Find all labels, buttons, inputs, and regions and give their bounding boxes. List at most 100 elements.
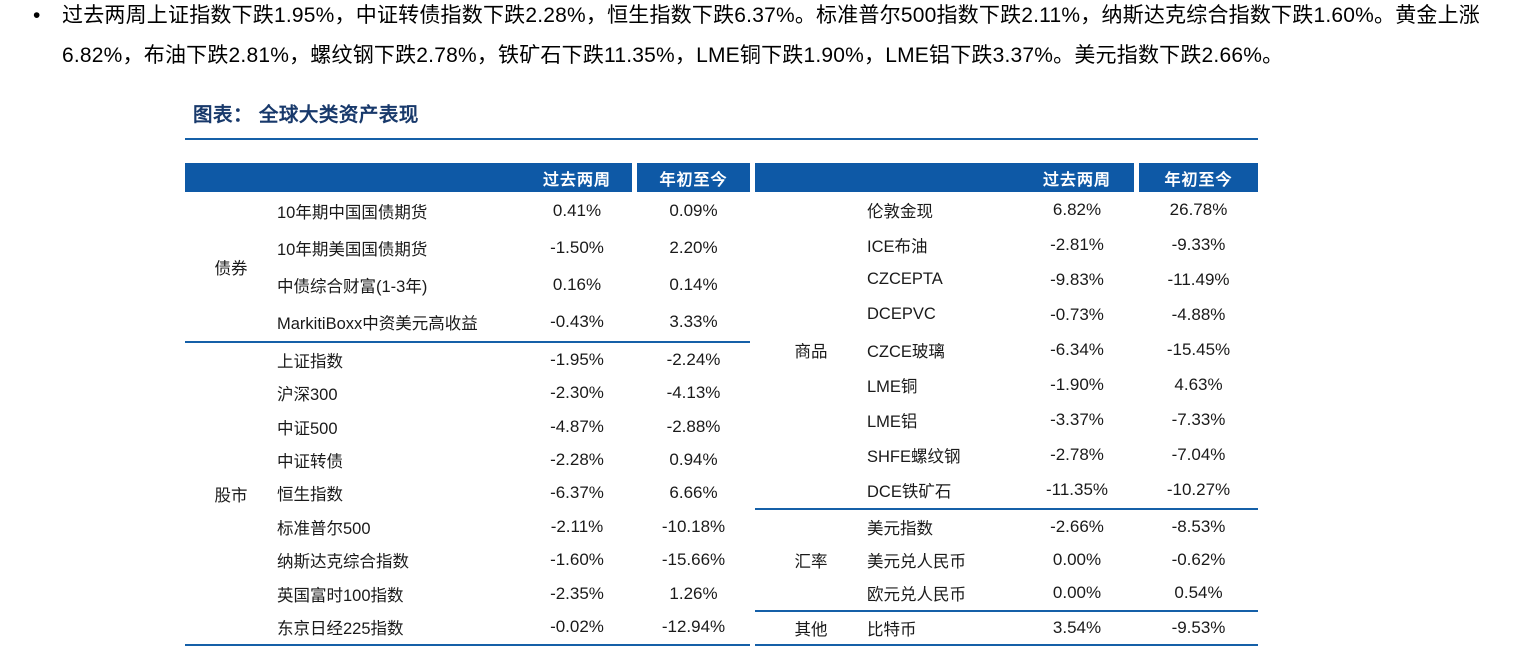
asset-name: 中证转债 [277,453,343,472]
ytd-value: -15.45% [1166,339,1231,359]
header-col-ytd: 年初至今 [637,163,750,192]
ytd-value: 0.14% [669,275,718,295]
rows-container: 伦敦金现 6.82% 26.78% ICE布油 -2.81% -9.33% CZCEPTA -… [867,192,1258,508]
ytd-value: -9.53% [1171,618,1226,637]
ytd-value: 2.20% [669,237,718,257]
two-week-value: -2.30% [550,383,604,403]
two-week-value: 3.54% [1052,618,1102,637]
asset-row: 10年期美国国债期货 -1.50% 2.20% [277,229,750,266]
header-spacer [185,163,522,192]
asset-name: 标准普尔500 [277,519,371,538]
ytd-value: -11.49% [1167,269,1230,289]
category-label: 汇率 [794,553,828,571]
two-week-value: -2.11% [550,516,604,536]
asset-name: 欧元兑人民币 [867,586,966,605]
asset-name: CZCE玻璃 [867,342,945,361]
two-week-value: -11.35% [1045,480,1109,500]
table-header-right: 过去两周 年初至今 [755,163,1258,192]
asset-name: 美元指数 [867,519,933,538]
asset-name: 10年期美国国债期货 [277,240,428,259]
header-spacer [755,163,1020,192]
asset-row: CZCEPTA -9.83% -11.49% [867,262,1258,297]
summary-line-2: 6.82%，布油下跌2.81%，螺纹钢下跌2.78%，铁矿石下跌11.35%，L… [62,44,1284,67]
asset-name: 中债综合财富(1-3年) [277,278,428,297]
ytd-value: 0.94% [669,450,718,470]
category-label: 债券 [214,259,248,278]
asset-row: 中证转债 -2.28% 0.94% [277,443,750,476]
asset-name: 上证指数 [277,352,343,371]
rows-container: 上证指数 -1.95% -2.24% 沪深300 -2.30% -4.13% 中证500 -4… [277,343,750,644]
two-week-value: -2.81% [1050,234,1104,254]
section-commodities: 商品 伦敦金现 6.82% 26.78% ICE布油 -2.81% -9.33% CZCEP… [755,192,1258,510]
ytd-value: -7.04% [1171,445,1226,465]
header-col-two-week: 过去两周 [522,163,632,192]
ytd-value: -10.27% [1166,480,1231,500]
two-week-value: -0.02% [550,617,604,637]
asset-name: SHFE螺纹钢 [867,448,961,467]
two-week-value: 0.41% [552,200,602,220]
ytd-value: -4.88% [1171,304,1226,324]
asset-name: 英国富时100指数 [277,586,404,605]
asset-row: 美元指数 -2.66% -8.53% [867,510,1258,543]
table-header-left: 过去两周 年初至今 [185,163,750,192]
section-other: 其他 比特币 3.54% -9.53% [755,612,1258,646]
asset-name: LME铜 [867,378,918,397]
asset-row: 美元兑人民币 0.00% -0.62% [867,543,1258,576]
asset-row: 纳斯达克综合指数 -1.60% -15.66% [277,544,750,577]
two-week-value: -3.37% [1050,410,1104,430]
two-week-value: -1.90% [1050,375,1104,395]
asset-row: 恒生指数 -6.37% 6.66% [277,477,750,510]
figure-block: 图表： 全球大类资产表现 过去两周 年初至今 债券 10年期中国国债期货 0.41… [185,103,1258,646]
ytd-value: 1.26% [669,583,718,603]
ytd-value: -15.66% [661,550,726,570]
two-week-value: 6.82% [1052,199,1102,219]
ytd-value: 26.78% [1169,199,1228,219]
two-week-value: -1.95% [550,349,604,369]
asset-row: LME铜 -1.90% 4.63% [867,368,1258,403]
figure-title: 图表： 全球大类资产表现 [193,104,419,126]
asset-name: DCEPVC [867,305,936,324]
ytd-value: -10.18% [661,516,726,536]
asset-name: 中证500 [277,419,338,438]
ytd-value: -4.13% [666,383,721,403]
asset-table: 过去两周 年初至今 债券 10年期中国国债期货 0.41% 0.09% 10年期美国国… [185,163,1258,646]
two-week-value: -9.83% [1050,269,1104,289]
two-week-value: -2.28% [550,450,604,470]
header-gap [632,163,637,192]
asset-row: 沪深300 -2.30% -4.13% [277,376,750,409]
ytd-value: -0.62% [1171,549,1226,569]
asset-name: 纳斯达克综合指数 [277,553,409,572]
asset-row: 10年期中国国债期货 0.41% 0.09% [277,192,750,229]
asset-name: LME铝 [867,413,918,432]
two-week-value: -4.87% [550,416,604,436]
title-divider [185,138,1258,140]
asset-name: 伦敦金现 [867,202,933,221]
ytd-value: 6.66% [669,483,718,503]
asset-row: 英国富时100指数 -2.35% 1.26% [277,577,750,610]
ytd-value: -2.88% [666,416,721,436]
asset-row: 东京日经225指数 -0.02% -12.94% [277,611,750,644]
asset-row: DCEPVC -0.73% -4.88% [867,297,1258,332]
asset-name: 比特币 [867,621,917,639]
asset-name: 沪深300 [277,386,338,405]
two-week-value: -6.34% [1050,339,1104,359]
asset-row: 比特币 3.54% -9.53% [867,612,1258,644]
ytd-value: 3.33% [669,312,718,332]
asset-name: 东京日经225指数 [277,620,404,639]
section-stocks: 股市 上证指数 -1.95% -2.24% 沪深300 -2.30% -4.13% 中证50… [185,343,750,646]
rows-container: 美元指数 -2.66% -8.53% 美元兑人民币 0.00% -0.62% 欧元兑人民币 0… [867,510,1258,610]
rows-container: 10年期中国国债期货 0.41% 0.09% 10年期美国国债期货 -1.50% 2.20… [277,192,750,341]
ytd-value: -7.33% [1171,410,1226,430]
asset-row: DCE铁矿石 -11.35% -10.27% [867,473,1258,508]
asset-row: LME铝 -3.37% -7.33% [867,403,1258,438]
two-week-value: -0.73% [1050,304,1104,324]
ytd-value: -12.94% [661,617,726,637]
two-week-value: 0.16% [552,275,602,295]
section-fx: 汇率 美元指数 -2.66% -8.53% 美元兑人民币 0.00% -0.62% 欧元兑人… [755,510,1258,612]
table-right-half: 过去两周 年初至今 商品 伦敦金现 6.82% 26.78% ICE布油 -2.81% -… [755,163,1258,646]
asset-row: MarkitiBoxx中资美元高收益 -0.43% 3.33% [277,304,750,341]
asset-row: 上证指数 -1.95% -2.24% [277,343,750,376]
ytd-value: -2.24% [666,349,721,369]
two-week-value: -1.60% [550,550,604,570]
